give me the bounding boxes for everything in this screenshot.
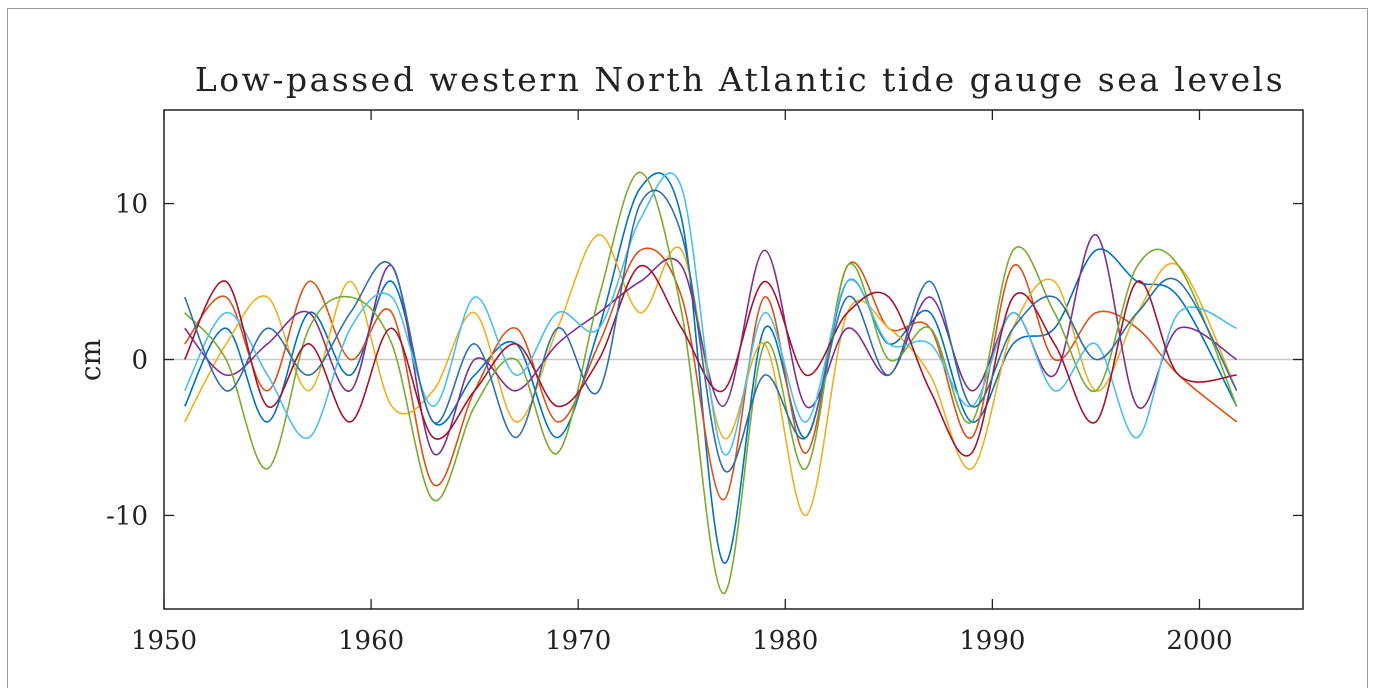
y-tick-label: 0 [131,346,148,376]
chart-title: Low-passed western North Atlantic tide g… [195,60,1285,99]
y-tick-label: 10 [115,190,148,220]
series-line-6 [183,172,1238,456]
series-line-8 [183,189,1238,473]
series-line-2 [184,247,1238,501]
x-tick-label: 2000 [1166,626,1232,656]
series-line-3 [183,234,1238,517]
y-tick-label: -10 [106,501,148,531]
x-tick-label: 1990 [959,626,1025,656]
x-tick-label: 1970 [545,626,611,656]
series-line-5 [184,171,1238,595]
series-layer [183,171,1238,595]
x-tick-label: 1950 [131,626,197,656]
figure-frame [7,8,1368,688]
ticks-layer [163,110,1303,609]
tick-labels-layer: 1950 1960 1970 1980 1990 2000 -10 0 10 [106,190,1232,656]
y-axis-label: cm [74,339,107,381]
x-tick-label: 1980 [752,626,818,656]
series-line-4 [184,233,1238,456]
x-tick-label: 1960 [338,626,404,656]
series-line-7 [183,265,1237,457]
series-line-1 [183,172,1238,564]
